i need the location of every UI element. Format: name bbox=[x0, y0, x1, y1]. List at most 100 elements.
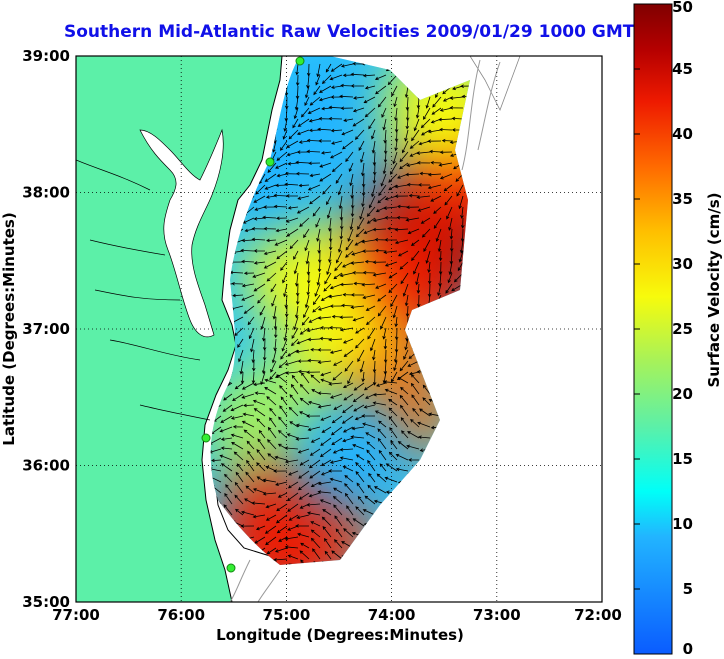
velocity-arrow bbox=[272, 305, 277, 320]
velocity-arrow bbox=[385, 463, 398, 472]
velocity-arrow bbox=[252, 514, 266, 519]
land-mass-north bbox=[469, 56, 521, 112]
velocity-arrow bbox=[354, 239, 365, 246]
velocity-arrow bbox=[241, 382, 255, 390]
velocity-arrow bbox=[439, 107, 453, 112]
velocity-arrow bbox=[346, 517, 354, 527]
velocity-arrow bbox=[264, 386, 277, 395]
velocity-arrow bbox=[422, 397, 431, 406]
velocity-arrow bbox=[284, 446, 299, 450]
velocity-arrow bbox=[331, 415, 343, 424]
velocity-arrow bbox=[417, 421, 431, 428]
velocity-arrow bbox=[410, 239, 420, 246]
velocity-arrow bbox=[387, 74, 398, 86]
velocity-arrow bbox=[365, 305, 376, 311]
velocity-arrow bbox=[298, 470, 310, 479]
velocity-arrow bbox=[241, 259, 255, 264]
velocity-arrow bbox=[295, 294, 300, 305]
velocity-arrow bbox=[277, 492, 288, 498]
velocity-arrow bbox=[288, 514, 299, 521]
velocity-arrow bbox=[262, 349, 267, 361]
velocity-arrow bbox=[270, 283, 277, 293]
velocity-arrow bbox=[316, 272, 321, 286]
velocity-arrow bbox=[254, 391, 266, 396]
velocity-arrow bbox=[347, 371, 354, 385]
velocity-arrow bbox=[394, 184, 409, 189]
velocity-arrow bbox=[263, 226, 277, 231]
velocity-arrow bbox=[377, 294, 387, 302]
velocity-arrow bbox=[355, 506, 365, 516]
velocity-arrow bbox=[274, 455, 288, 461]
velocity-arrow bbox=[240, 510, 255, 516]
velocity-arrow bbox=[343, 393, 354, 401]
velocity-arrow bbox=[457, 261, 464, 272]
velocity-arrow bbox=[350, 84, 365, 88]
velocity-arrow bbox=[374, 237, 387, 242]
velocity-arrow bbox=[271, 294, 277, 307]
velocity-arrow bbox=[375, 382, 387, 387]
velocity-arrow bbox=[298, 140, 310, 144]
velocity-arrow bbox=[220, 463, 233, 472]
velocity-arrow bbox=[231, 441, 244, 450]
velocity-arrow bbox=[219, 454, 233, 461]
velocity-arrow bbox=[341, 415, 354, 424]
velocity-arrow bbox=[394, 239, 409, 245]
velocity-arrow bbox=[277, 429, 288, 439]
velocity-arrow bbox=[441, 138, 453, 143]
velocity-arrow bbox=[317, 404, 332, 409]
velocity-arrow bbox=[362, 270, 376, 275]
velocity-arrow bbox=[334, 261, 343, 272]
velocity-arrow bbox=[377, 428, 387, 439]
velocity-arrow bbox=[256, 449, 266, 461]
velocity-arrow bbox=[345, 250, 354, 258]
velocity-arrow bbox=[377, 96, 387, 108]
velocity-arrow bbox=[361, 239, 376, 244]
velocity-arrow bbox=[405, 217, 420, 222]
velocity-arrow bbox=[310, 481, 321, 487]
velocity-arrow bbox=[310, 521, 321, 527]
velocity-arrow bbox=[291, 338, 299, 347]
velocity-arrow bbox=[260, 316, 266, 330]
velocity-arrow bbox=[458, 195, 464, 210]
velocity-arrow bbox=[361, 414, 376, 418]
velocity-arrow bbox=[296, 338, 310, 345]
velocity-arrow bbox=[253, 382, 266, 387]
velocity-arrow bbox=[256, 418, 266, 428]
velocity-arrow bbox=[273, 557, 288, 562]
velocity-arrow bbox=[247, 316, 255, 326]
velocity-arrow bbox=[320, 294, 332, 301]
velocity-arrow bbox=[339, 94, 354, 99]
velocity-arrow bbox=[413, 261, 420, 275]
velocity-arrow bbox=[363, 96, 376, 104]
velocity-arrow bbox=[306, 261, 311, 276]
velocity-arrow bbox=[309, 448, 321, 456]
velocity-arrow bbox=[342, 73, 354, 78]
velocity-arrow bbox=[378, 420, 387, 428]
velocity-arrow bbox=[419, 408, 431, 417]
velocity-arrow bbox=[287, 554, 299, 560]
velocity-arrow bbox=[392, 151, 398, 165]
velocity-arrow bbox=[254, 206, 266, 211]
velocity-arrow bbox=[289, 421, 299, 428]
velocity-arrow bbox=[328, 469, 343, 473]
velocity-arrow bbox=[339, 315, 354, 320]
velocity-arrow bbox=[263, 250, 277, 256]
velocity-arrow bbox=[375, 283, 387, 289]
velocity-arrow bbox=[267, 453, 277, 461]
velocity-arrow bbox=[295, 171, 310, 176]
velocity-arrow bbox=[400, 417, 409, 428]
velocity-arrow bbox=[308, 400, 321, 406]
velocity-arrow bbox=[343, 118, 354, 122]
velocity-arrow bbox=[305, 250, 310, 265]
velocity-arrow bbox=[319, 173, 332, 182]
velocity-arrow bbox=[326, 261, 332, 276]
colorbar-tick-label: 25 bbox=[672, 320, 693, 338]
velocity-arrow bbox=[285, 371, 299, 375]
colorbar bbox=[633, 3, 673, 655]
velocity-arrow bbox=[318, 117, 332, 121]
velocity-arrow bbox=[456, 184, 464, 197]
velocity-arrow bbox=[350, 261, 365, 265]
velocity-arrow bbox=[427, 172, 442, 177]
velocity-arrow bbox=[404, 129, 409, 142]
bay-water bbox=[139, 128, 224, 338]
